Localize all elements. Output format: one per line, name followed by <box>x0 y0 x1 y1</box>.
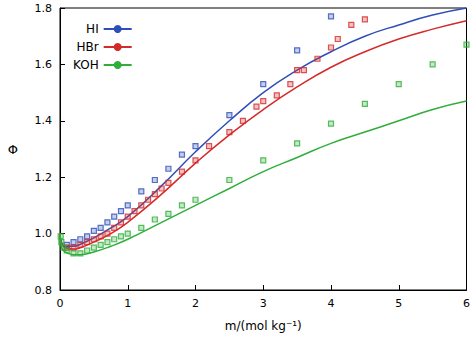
svg-text:KOH: KOH <box>73 58 99 72</box>
svg-text:0: 0 <box>57 297 64 310</box>
svg-text:5: 5 <box>395 297 402 310</box>
svg-text:1.4: 1.4 <box>35 114 53 127</box>
svg-text:2: 2 <box>192 297 199 310</box>
svg-text:1.6: 1.6 <box>35 58 53 71</box>
svg-text:1.8: 1.8 <box>35 2 53 15</box>
svg-text:6: 6 <box>463 297 470 310</box>
svg-text:1: 1 <box>124 297 131 310</box>
svg-text:0.8: 0.8 <box>35 284 53 297</box>
svg-text:HBr: HBr <box>76 40 98 54</box>
svg-text:Φ: Φ <box>8 142 18 157</box>
svg-text:m/(mol kg⁻¹): m/(mol kg⁻¹) <box>225 319 302 333</box>
svg-text:1.2: 1.2 <box>35 171 53 184</box>
svg-text:3: 3 <box>260 297 267 310</box>
svg-text:1.0: 1.0 <box>35 227 53 240</box>
svg-text:HI: HI <box>86 22 99 36</box>
svg-text:4: 4 <box>328 297 335 310</box>
